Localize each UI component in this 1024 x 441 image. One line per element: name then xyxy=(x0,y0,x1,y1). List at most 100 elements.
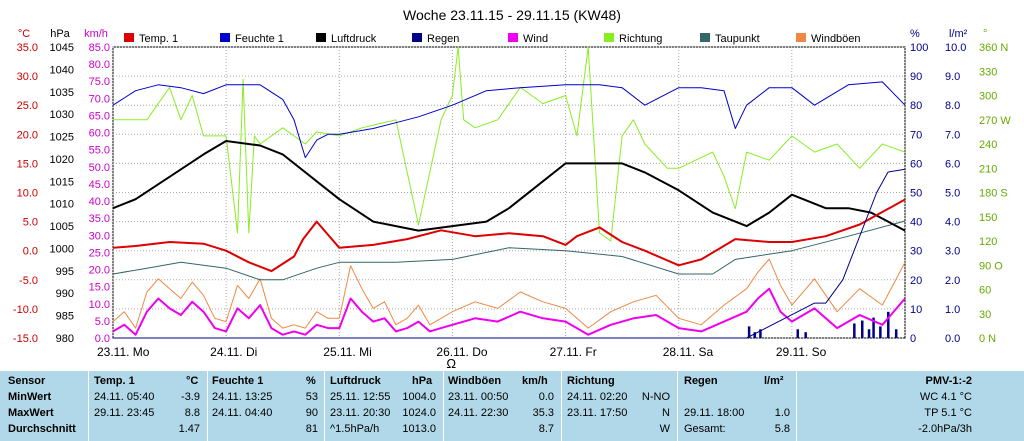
rain-bar xyxy=(887,311,890,338)
rain-total-label: Gesamt: xyxy=(684,423,726,435)
direction-min-time: 24.11. 02:20 xyxy=(567,391,628,403)
right-axis-tick: 8.0 xyxy=(945,100,960,112)
legend-swatch xyxy=(700,33,710,42)
humidity-max-value: 90 xyxy=(305,407,318,419)
temp-max-time: 29.11. 23:45 xyxy=(94,407,155,419)
left-axis-tick: 1000 xyxy=(50,243,74,255)
gust-max-time: 24.11. 22:30 xyxy=(448,407,509,419)
x-axis-label: 27.11. Fr xyxy=(550,345,597,359)
left-axis-tick: 995 xyxy=(56,266,74,278)
temp-unit: °C xyxy=(186,375,199,387)
left-axis-tick: 75.0 xyxy=(89,76,110,88)
right-axis-tick: 30 xyxy=(910,246,922,258)
pmv-trend: -2.0hPa/3h xyxy=(918,423,972,435)
legend-label: Luftdruck xyxy=(331,33,377,45)
temp-header: Temp. 1 xyxy=(94,375,135,387)
legend-swatch xyxy=(508,33,518,42)
direction-min-value: N-NO xyxy=(641,391,670,403)
left-axis-tick: 0.0 xyxy=(23,246,38,258)
left-axis-tick: 45.0 xyxy=(89,179,110,191)
right-axis-tick: 6.0 xyxy=(945,158,960,170)
left-axis-tick: 25.0 xyxy=(17,100,38,112)
left-axis-tick: -10.0 xyxy=(13,304,38,316)
left-axis-tick: 25.0 xyxy=(89,247,110,259)
right-axis-tick: 70 xyxy=(910,129,922,141)
weather-chart: Woche 23.11.15 - 29.11.15 (KW48) Temp. 1… xyxy=(13,7,1011,371)
left-axis-tick: 10.0 xyxy=(17,188,38,200)
right-axis-unit: l/m² xyxy=(949,28,968,40)
rain-bar xyxy=(796,329,800,338)
left-axis-tick: 65.0 xyxy=(89,110,110,122)
rain-bar xyxy=(872,317,875,338)
humidity-max-time: 24.11. 04:40 xyxy=(212,407,273,419)
right-axis-tick: 0 N xyxy=(979,333,996,345)
right-axis-tick: 5.0 xyxy=(945,188,960,200)
humidity-average: 81 xyxy=(305,423,318,435)
left-axis-tick: 15.0 xyxy=(89,282,110,294)
rain-unit: l/m² xyxy=(764,375,784,387)
right-axis-tick: 40 xyxy=(910,217,922,229)
left-axis-tick: 990 xyxy=(56,288,74,300)
temp-min-time: 24.11. 05:40 xyxy=(94,391,155,403)
rain-bar xyxy=(759,329,762,338)
left-axis-tick: 70.0 xyxy=(89,93,110,105)
rain-max-time: 29.11. 18:00 xyxy=(684,407,745,419)
pressure-unit: hPa xyxy=(412,375,433,387)
right-axis-tick: 30 xyxy=(979,309,991,321)
left-axis-tick: 1045 xyxy=(50,42,74,54)
legend-swatch xyxy=(604,33,614,42)
left-axis-tick: 985 xyxy=(56,311,74,323)
right-axis-tick: 10.0 xyxy=(945,42,966,54)
legend-label: Richtung xyxy=(619,33,662,45)
right-axis-tick: 210 xyxy=(979,163,997,175)
right-axis-tick: 1.0 xyxy=(945,304,960,316)
temp-average: 1.47 xyxy=(178,423,200,435)
series-layer xyxy=(112,46,906,339)
x-axis-labels: 23.11. Mo 24.11. Di 25.11. Mi 26.11. Do 27.1… xyxy=(97,345,827,371)
left-axis-tick: 1025 xyxy=(50,132,74,144)
right-axis-tick: 100 xyxy=(910,42,928,54)
right-axis-tick: 300 xyxy=(979,91,997,103)
humidity-unit: % xyxy=(306,375,316,387)
left-axis-tick: 85.0 xyxy=(89,42,110,54)
right-axis-tick: 330 xyxy=(979,66,997,78)
right-axis-tick: 180 S xyxy=(979,188,1008,200)
rain-bar xyxy=(753,332,757,338)
left-axis-tick: 5.0 xyxy=(95,316,110,328)
gust-max-value: 35.3 xyxy=(532,407,554,419)
rain-bar xyxy=(747,326,751,338)
right-axis-tick: 270 W xyxy=(979,115,1011,127)
rain-bar xyxy=(879,326,882,338)
row-label-sensor: Sensor xyxy=(8,375,46,387)
x-axis-label: 29.11. So xyxy=(776,345,827,359)
right-axis-tick: 2.0 xyxy=(945,275,960,287)
left-axis-tick: 20.0 xyxy=(89,265,110,277)
right-axis-tick: 90 O xyxy=(979,260,1003,272)
right-axis-unit: ° xyxy=(983,28,987,40)
chart-title: Woche 23.11.15 - 29.11.15 (KW48) xyxy=(403,7,621,23)
left-axis-tick: 1005 xyxy=(50,221,74,233)
series-line-windb-en xyxy=(112,258,906,329)
legend-swatch xyxy=(796,33,806,42)
right-axis-tick: 3.0 xyxy=(945,246,960,258)
left-axis-tick: -5.0 xyxy=(19,275,38,287)
right-axis-tick: 360 N xyxy=(979,42,1008,54)
left-axis-tick: 1035 xyxy=(50,87,74,99)
right-axis-tick: 60 xyxy=(979,285,991,297)
x-axis-label: 28.11. Sa xyxy=(663,345,714,359)
rain-bar xyxy=(804,332,807,338)
right-axis-tick: 60 xyxy=(910,158,922,170)
direction-header: Richtung xyxy=(567,375,615,387)
right-axis-tick: 7.0 xyxy=(945,129,960,141)
left-axis-tick: 980 xyxy=(56,333,74,345)
legend-swatch xyxy=(412,33,422,42)
rain-bar xyxy=(853,323,856,338)
now-marker: Ω xyxy=(446,356,456,371)
pressure-max-time: 23.11. 20:30 xyxy=(330,407,391,419)
right-axis-tick: 120 xyxy=(979,236,997,248)
left-axis-tick: 35.0 xyxy=(89,213,110,225)
left-axis-tick: 1010 xyxy=(50,199,74,211)
gust-min-value: 0.0 xyxy=(538,391,554,403)
pmv-header: PMV-1:-2 xyxy=(925,375,972,387)
rain-bar xyxy=(867,329,871,338)
